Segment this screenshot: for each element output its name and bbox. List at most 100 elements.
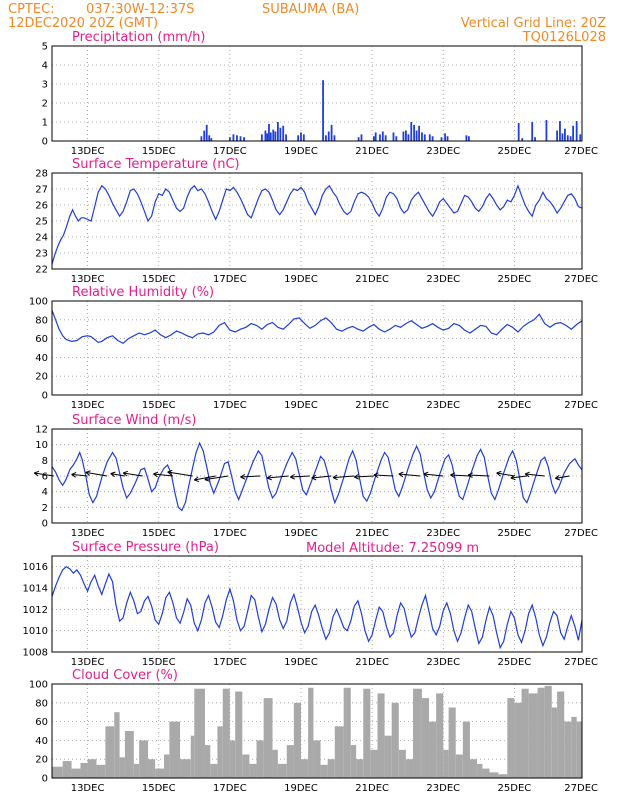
- cloud-bar: [204, 745, 211, 778]
- plot-frame: [51, 428, 583, 524]
- precip-bar: [269, 132, 272, 141]
- precip-bar: [569, 136, 572, 141]
- y-tick-label: 3: [42, 80, 48, 91]
- precip-bar: [534, 137, 536, 141]
- precip-bar: [384, 135, 387, 141]
- wind-vector: [354, 473, 374, 480]
- cloud-bar: [343, 687, 351, 778]
- x-tick-label: 15DEC: [142, 528, 176, 539]
- cloud-bar: [436, 693, 444, 778]
- precip-bar: [232, 134, 235, 141]
- series-line: [51, 441, 583, 512]
- x-tick-label: 21DEC: [355, 400, 389, 411]
- cloud-bar: [356, 759, 364, 778]
- wind-vector: [450, 472, 470, 479]
- y-tick-label: 1008: [23, 648, 48, 659]
- precip-bar: [381, 131, 384, 141]
- wind-vector: [85, 470, 108, 477]
- wind-vector: [204, 475, 229, 482]
- precip-bar: [423, 134, 426, 141]
- wind-vector: [266, 474, 289, 481]
- wind-vector: [122, 470, 143, 477]
- x-tick-label: 25DEC: [498, 400, 532, 411]
- cloud-bar: [105, 726, 115, 778]
- cloud-bar: [521, 688, 529, 778]
- precip-bar: [297, 135, 300, 141]
- y-tick-label: 40: [35, 353, 48, 364]
- precip-bar: [446, 136, 449, 141]
- precip-bar: [517, 122, 520, 141]
- cloud-bar: [263, 698, 273, 778]
- precip-bar: [572, 125, 575, 141]
- precip-bar: [327, 131, 330, 141]
- y-tick-label: 60: [35, 717, 48, 728]
- cloud-bar: [114, 712, 120, 778]
- cloud-bar: [455, 754, 463, 778]
- cloud-bar: [119, 757, 125, 778]
- precip-bar: [418, 125, 420, 141]
- precip-bar: [243, 137, 245, 141]
- y-tick-label: 100: [29, 680, 48, 691]
- wind-vector: [167, 469, 193, 477]
- cloud-bar: [87, 759, 97, 778]
- x-tick-label: 17DEC: [213, 528, 247, 539]
- cloud-bar: [71, 768, 81, 778]
- precip-bar: [239, 136, 242, 141]
- wind-vector: [71, 471, 88, 478]
- wind-vector: [33, 470, 54, 477]
- precip-bar: [360, 134, 363, 141]
- cloud-bar: [551, 707, 558, 778]
- cloud-bar: [469, 759, 478, 778]
- header-location: SUBAUMA (BA): [262, 2, 359, 17]
- header-grid-note: Vertical Grid Line: 20Z: [461, 16, 606, 31]
- cloud-bar: [293, 702, 301, 778]
- plot-frame: [51, 45, 583, 142]
- precip-bar: [203, 130, 206, 141]
- x-tick-label: 19DEC: [284, 274, 318, 285]
- x-tick-label: 17DEC: [213, 146, 247, 157]
- y-tick-label: 20: [35, 372, 48, 383]
- cloud-bar: [286, 745, 294, 778]
- precip-bar: [324, 135, 327, 141]
- x-tick-label: 23DEC: [426, 528, 460, 539]
- precip-bar: [276, 122, 279, 141]
- cloud-bar: [489, 772, 499, 778]
- plot-frame: [51, 172, 583, 270]
- header-datetime: 12DEC2020 20Z (GMT): [8, 16, 158, 31]
- cloud-bar: [528, 693, 538, 778]
- precip-bar: [200, 136, 203, 141]
- x-tick-label: 19DEC: [284, 528, 318, 539]
- panel-temperature: 22 23 24 25 26 27 28 13DEC 15DEC 17DEC 19DEC 21DEC 2…: [35, 157, 598, 285]
- cloud-bar: [370, 749, 378, 778]
- y-tick-label: 27: [35, 185, 48, 196]
- cloud-bar: [429, 721, 437, 778]
- precip-bar: [208, 135, 211, 141]
- plot-frame: [51, 555, 583, 653]
- x-tick-label: 21DEC: [355, 146, 389, 157]
- cloud-bar: [571, 716, 577, 778]
- y-tick-label: 0: [42, 774, 48, 785]
- x-tick-label: 25DEC: [498, 528, 532, 539]
- x-tick-label: 15DEC: [142, 783, 176, 794]
- wind-vector: [467, 472, 490, 479]
- cloud-bar: [52, 766, 63, 778]
- cloud-bar: [313, 740, 321, 778]
- y-tick-label: 40: [35, 736, 48, 747]
- x-tick-label: 13DEC: [71, 274, 105, 285]
- cloud-bar: [544, 685, 552, 778]
- precip-bar: [374, 132, 377, 141]
- cloud-bar: [537, 687, 545, 778]
- y-tick-label: 1016: [23, 562, 48, 573]
- panel-humidity: 0 20 40 60 80 100 13DEC 15DEC 17DEC 19DEC 21DEC 23D…: [29, 285, 598, 411]
- precip-bar: [566, 135, 569, 141]
- y-tick-label: 20: [35, 755, 48, 766]
- cloud-bar: [194, 688, 205, 778]
- wind-vector: [240, 473, 261, 480]
- precip-bar: [467, 136, 470, 141]
- precip-bar: [357, 137, 360, 141]
- cloud-bar: [210, 763, 218, 778]
- precip-bar: [210, 138, 213, 141]
- x-tick-label: 19DEC: [284, 657, 318, 668]
- panel-title: Surface Wind (m/s): [72, 413, 196, 428]
